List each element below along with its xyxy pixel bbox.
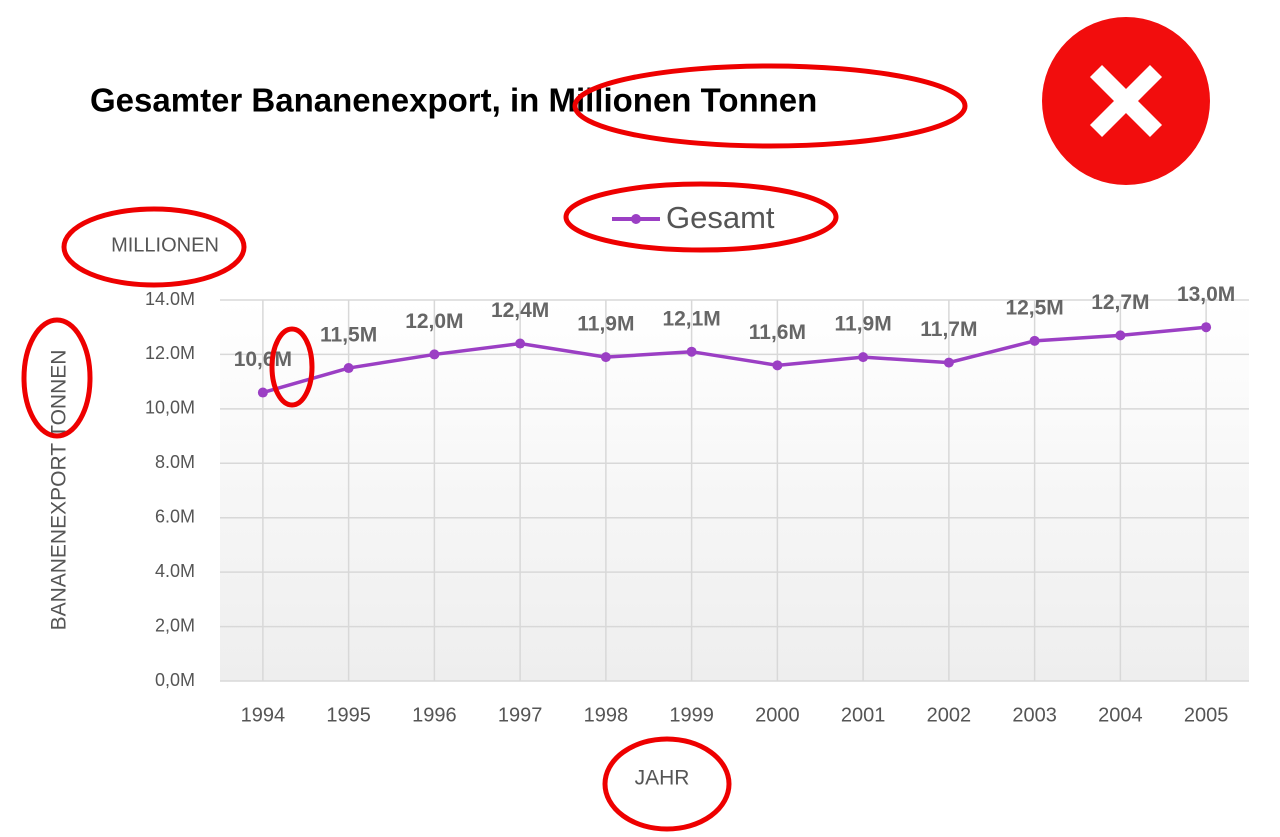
point — [257, 387, 268, 398]
value-label: 13,0M — [1177, 283, 1235, 306]
x-tick-label: 1996 — [412, 704, 457, 726]
y-tick-label: 12.0M — [145, 343, 195, 363]
x-tick-label: 1997 — [498, 704, 543, 726]
x-tick-label: 2004 — [1098, 704, 1143, 726]
value-label: 11,9M — [577, 313, 634, 336]
value-label: 10,6M — [234, 348, 292, 371]
y-tick-label: 6.0M — [155, 506, 195, 526]
value-label: 12,1M — [662, 307, 720, 330]
annotations — [21, 17, 1210, 832]
x-tick-label: 2001 — [841, 704, 886, 726]
value-label: 11,6M — [749, 321, 806, 344]
y-tick-label: 0,0M — [155, 670, 195, 690]
value-label: 12,4M — [491, 299, 549, 322]
legend: Gesamt — [612, 200, 775, 235]
annotation-ellipse — [61, 206, 247, 288]
y-tick-label: 4.0M — [155, 561, 195, 581]
x-tick-label: 1994 — [241, 704, 286, 726]
x-tick-label: 2000 — [755, 704, 800, 726]
legend-marker — [631, 214, 641, 224]
annotation-ellipse — [563, 181, 839, 253]
y-axis-label: BANANENEXPORT TONNEN — [48, 350, 71, 631]
value-label: 12,5M — [1005, 296, 1063, 319]
error-icon-cross — [1089, 64, 1163, 138]
point — [686, 346, 697, 357]
annotation-ellipse — [572, 63, 968, 149]
y-tick-label: 8.0M — [155, 452, 195, 472]
y-tick-label: 14.0M — [145, 289, 195, 309]
point — [515, 338, 526, 349]
point — [1201, 322, 1212, 333]
x-tick-label: 1998 — [584, 704, 629, 726]
point — [943, 357, 954, 368]
value-label: 11,9M — [835, 313, 892, 336]
annotation-ellipse — [602, 736, 732, 832]
plot-area — [220, 300, 1249, 681]
x-axis-label: JAHR — [635, 767, 690, 790]
x-tick-label: 1995 — [326, 704, 371, 726]
line — [262, 325, 1207, 395]
value-label: 11,5M — [320, 324, 377, 347]
value-label: 11,7M — [920, 318, 977, 341]
point — [1029, 335, 1040, 346]
y-tick-label: 2,0M — [155, 615, 195, 635]
x-tick-label: 2005 — [1184, 704, 1229, 726]
annotation-ellipse — [269, 326, 315, 408]
point — [1115, 330, 1126, 341]
annotation-ellipse — [21, 317, 93, 439]
point — [429, 349, 440, 360]
value-label: 12,0M — [405, 310, 463, 333]
point — [343, 363, 354, 374]
point — [772, 360, 783, 371]
legend-label: Gesamt — [666, 200, 775, 235]
point — [600, 352, 611, 363]
point — [858, 352, 869, 363]
x-tick-label: 2002 — [927, 704, 972, 726]
chart-title: Gesamter Bananenexport, in Millionen Ton… — [90, 82, 817, 119]
y-unit-label: MILLIONEN — [111, 234, 219, 256]
y-tick-label: 10,0M — [145, 398, 195, 418]
x-tick-label: 1999 — [669, 704, 714, 726]
x-tick-label: 2003 — [1012, 704, 1057, 726]
value-label: 12,7M — [1091, 291, 1149, 314]
